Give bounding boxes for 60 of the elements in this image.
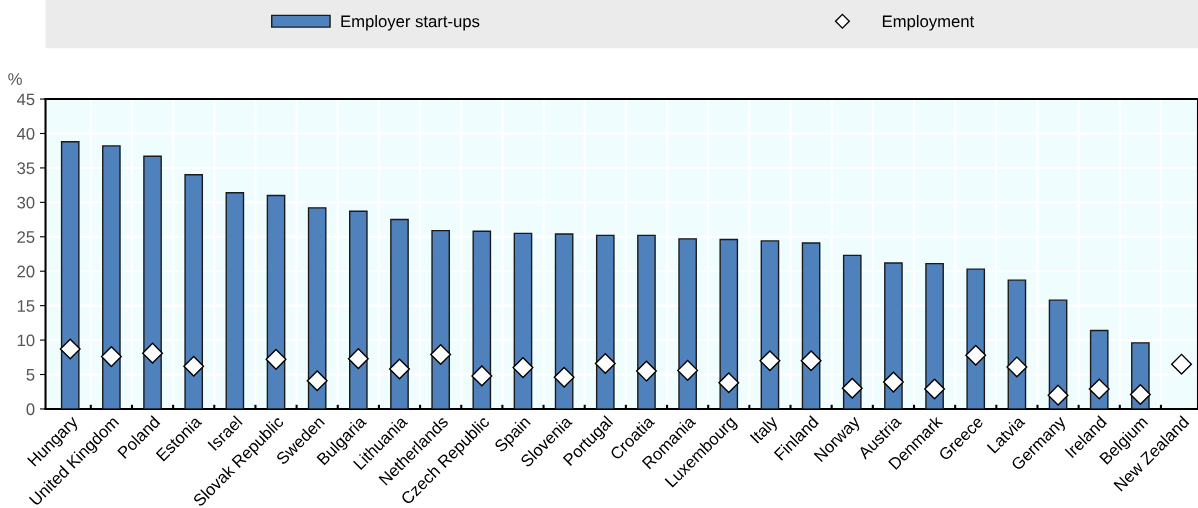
y-tick-label: 25	[17, 231, 35, 243]
y-tick-label: 5	[26, 369, 35, 381]
point	[183, 355, 205, 377]
point	[965, 344, 987, 366]
bar	[595, 234, 615, 409]
bar	[884, 262, 903, 409]
bar	[266, 194, 286, 409]
bar	[637, 234, 656, 409]
bar	[225, 192, 245, 409]
point	[841, 377, 863, 399]
bar	[842, 254, 862, 409]
point	[430, 344, 452, 366]
y-tick-label: 40	[16, 127, 35, 140]
point	[718, 372, 740, 394]
bar	[60, 141, 80, 409]
point	[59, 338, 81, 360]
point	[388, 358, 411, 380]
bar	[966, 268, 986, 409]
point	[265, 348, 287, 370]
point	[553, 366, 575, 388]
point	[306, 370, 328, 392]
point	[471, 365, 493, 387]
point	[635, 360, 657, 382]
y-tick-label: 30	[17, 196, 35, 209]
bar	[925, 262, 944, 409]
point	[1006, 356, 1028, 378]
y-tick-label: 15	[17, 300, 35, 312]
bar	[678, 238, 697, 409]
point	[142, 342, 164, 364]
point	[800, 350, 822, 372]
bar	[431, 229, 450, 409]
y-axis-title: %	[8, 73, 22, 85]
y-tick-label: 0	[26, 403, 35, 416]
bar	[307, 207, 327, 409]
point	[1088, 378, 1110, 400]
point	[759, 350, 781, 372]
y-tick-label: 20	[17, 265, 35, 278]
bar	[102, 145, 121, 409]
bar	[719, 238, 739, 409]
point	[924, 378, 946, 400]
bar	[143, 155, 162, 409]
point	[512, 357, 534, 379]
legend-label: Employment	[882, 15, 975, 31]
point	[882, 371, 904, 393]
point	[1047, 384, 1069, 406]
y-tick-label: 35	[17, 162, 35, 175]
bar	[390, 218, 409, 409]
point	[1171, 353, 1193, 375]
bar	[472, 230, 492, 409]
y-tick-label: 45	[16, 93, 35, 106]
point	[1129, 383, 1151, 405]
bar	[349, 210, 368, 409]
point	[347, 348, 369, 370]
bar	[554, 233, 574, 409]
y-tick-label: 10	[17, 334, 35, 347]
point	[677, 359, 699, 381]
point	[100, 346, 122, 368]
legend-label: Employer start-ups	[341, 15, 480, 31]
point	[594, 352, 616, 375]
bar	[184, 174, 204, 409]
